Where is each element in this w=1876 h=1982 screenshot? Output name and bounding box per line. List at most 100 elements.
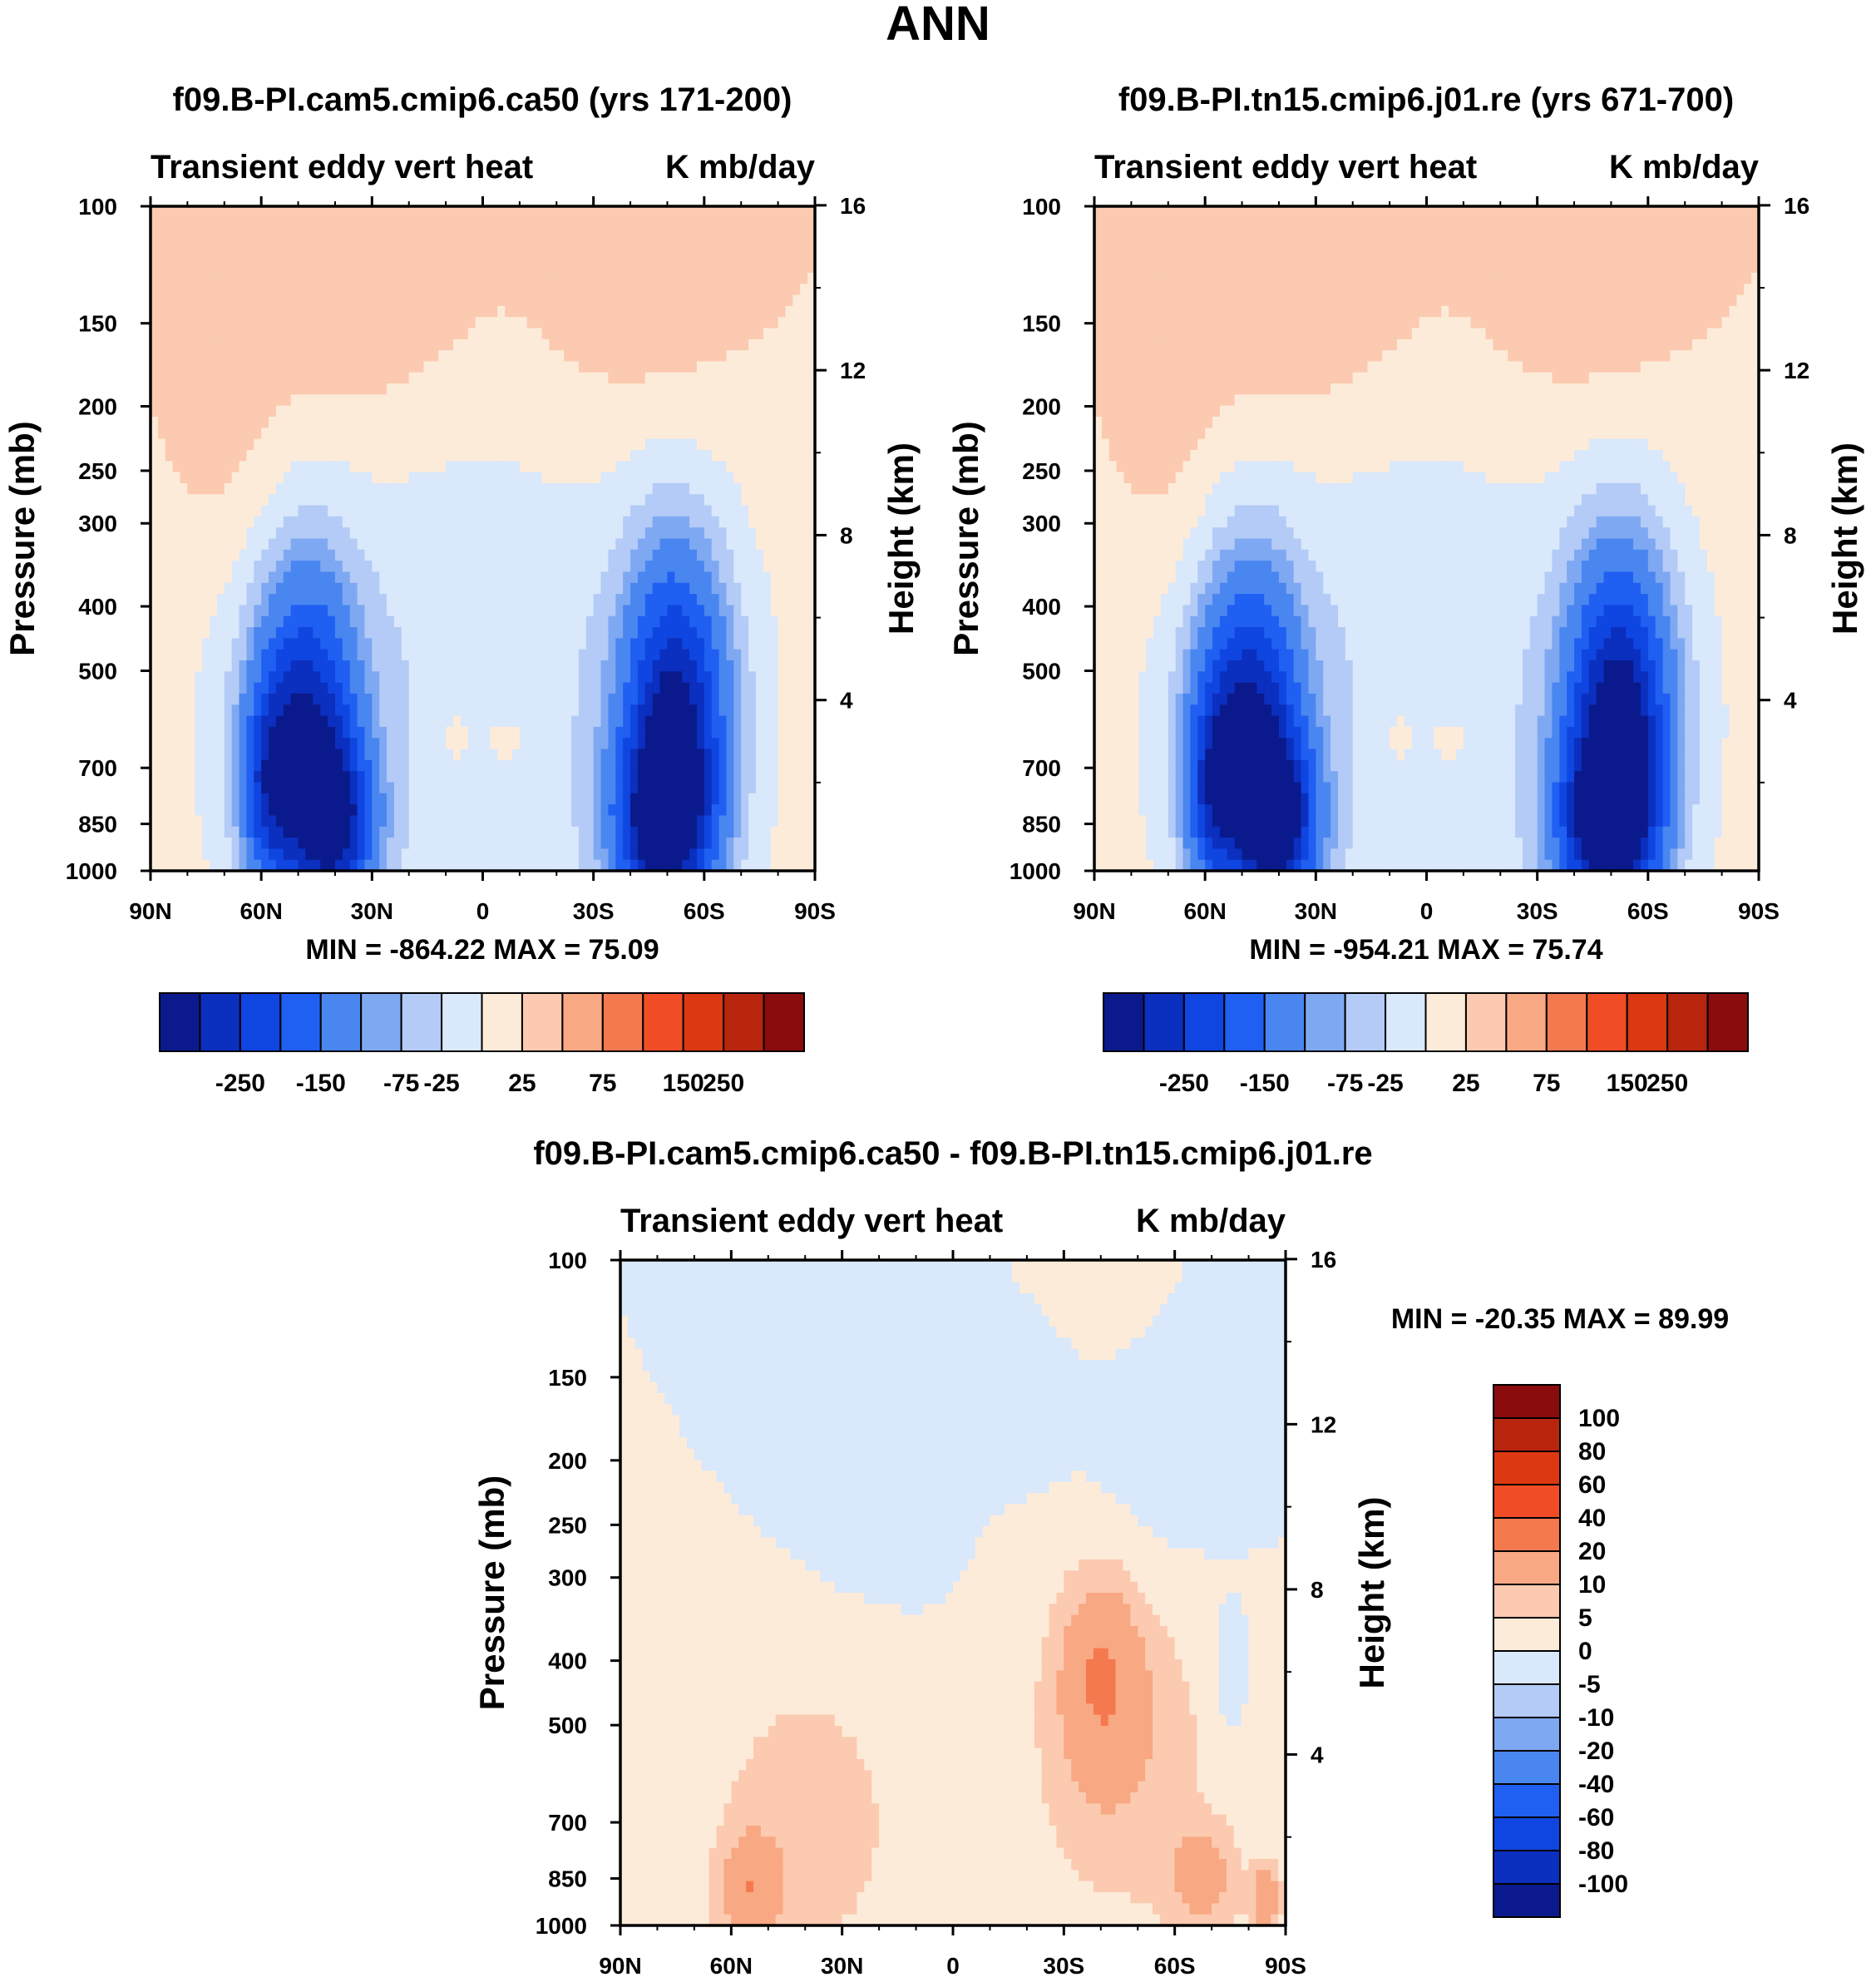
field-cell (541, 206, 550, 218)
field-cell (357, 294, 366, 307)
field-cell (682, 305, 690, 318)
field-cell (460, 505, 469, 517)
field-cell (313, 571, 321, 584)
field-cell (408, 527, 417, 540)
field-cell (446, 726, 454, 739)
field-cell (615, 715, 624, 728)
field-cell (600, 339, 610, 351)
field-cell (283, 782, 292, 794)
field-cell (416, 361, 425, 373)
field-cell (172, 284, 181, 296)
field-cell (216, 261, 225, 274)
field-cell (446, 350, 454, 363)
field-cell (313, 461, 321, 473)
field-cell (187, 339, 195, 351)
field-cell (600, 494, 610, 507)
field-cell (682, 438, 690, 451)
field-cell (275, 505, 284, 517)
field-cell (305, 305, 313, 318)
field-cell (180, 638, 188, 650)
field-cell (157, 638, 166, 650)
field-cell (216, 494, 225, 507)
field-cell (151, 228, 159, 240)
field-cell (290, 494, 299, 507)
field-cell (172, 317, 181, 329)
field-cell (379, 239, 388, 251)
field-cell (357, 228, 366, 240)
field-cell (328, 660, 336, 672)
field-cell (342, 228, 351, 240)
field-cell (452, 738, 462, 750)
field-cell (467, 605, 476, 617)
field-cell (334, 561, 343, 573)
field-cell (349, 417, 358, 428)
field-cell (726, 217, 734, 230)
field-cell (157, 749, 166, 761)
field-cell (320, 693, 328, 705)
field-cell (357, 339, 366, 351)
field-cell (644, 793, 654, 805)
field-cell (313, 715, 321, 728)
field-cell (541, 693, 550, 705)
field-cell (231, 328, 240, 340)
field-cell (393, 328, 402, 340)
field-cell (526, 417, 536, 428)
field-cell (659, 361, 669, 373)
field-cell (792, 339, 801, 351)
field-cell (320, 449, 328, 462)
field-cell (239, 405, 248, 418)
field-cell (231, 494, 240, 507)
field-cell (505, 394, 513, 407)
field-cell (748, 538, 757, 551)
field-cell (224, 693, 233, 705)
field-cell (393, 649, 402, 661)
field-cell (298, 649, 307, 661)
field-cell (261, 682, 269, 694)
field-cell (615, 239, 624, 251)
field-cell (231, 505, 240, 517)
field-cell (393, 461, 402, 473)
field-cell (733, 582, 742, 595)
field-cell (423, 361, 432, 373)
field-cell (387, 428, 395, 440)
field-cell (467, 594, 476, 605)
field-cell (696, 582, 705, 595)
field-cell (261, 305, 269, 318)
field-cell (763, 571, 772, 584)
field-cell (364, 804, 373, 817)
field-cell (423, 782, 432, 794)
field-cell (659, 494, 669, 507)
field-cell (416, 594, 425, 605)
field-cell (792, 461, 801, 473)
field-cell (689, 749, 698, 761)
field-cell (275, 206, 284, 218)
field-cell (807, 328, 816, 340)
field-cell (512, 472, 521, 484)
field-cell (165, 206, 174, 218)
field-cell (393, 782, 402, 794)
field-cell (467, 361, 476, 373)
field-cell (726, 638, 734, 650)
field-cell (490, 682, 498, 694)
field-cell (239, 394, 248, 407)
field-cell (275, 405, 284, 418)
field-cell (210, 405, 218, 418)
field-cell (157, 815, 166, 828)
field-cell (261, 372, 269, 384)
field-cell (431, 660, 439, 672)
field-cell (741, 350, 749, 363)
field-cell (593, 383, 602, 395)
field-cell (659, 605, 669, 617)
field-cell (785, 738, 793, 750)
field-cell (172, 482, 181, 495)
field-cell (571, 217, 580, 230)
field-cell (585, 350, 595, 363)
field-cell (151, 461, 159, 473)
field-cell (328, 693, 336, 705)
field-cell (497, 704, 506, 717)
field-cell (792, 305, 801, 318)
field-cell (785, 749, 793, 761)
field-cell (328, 571, 336, 584)
field-cell (475, 682, 484, 694)
field-cell (254, 704, 262, 717)
